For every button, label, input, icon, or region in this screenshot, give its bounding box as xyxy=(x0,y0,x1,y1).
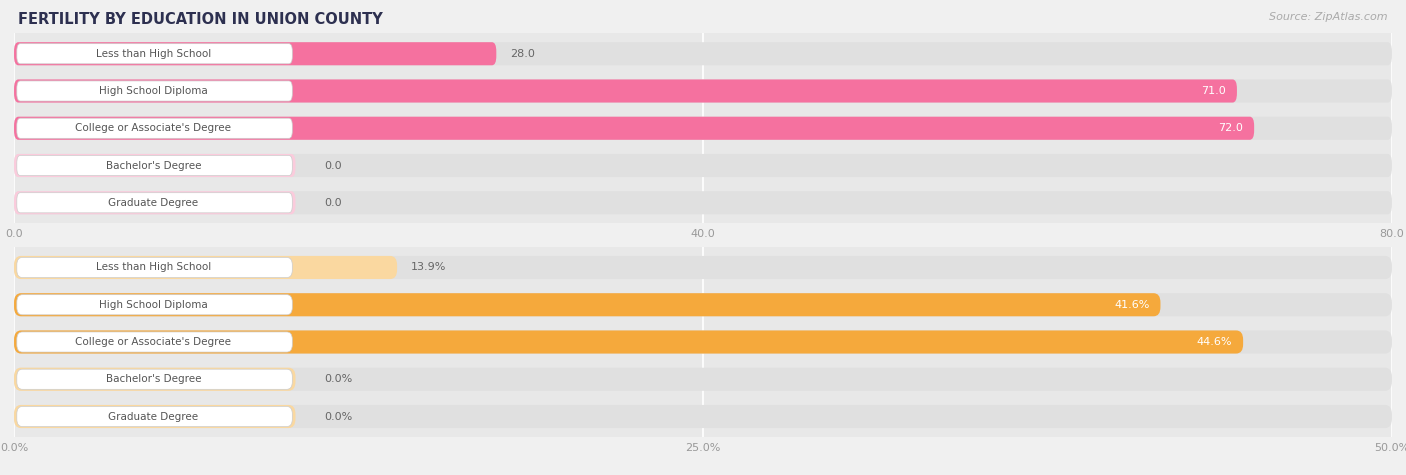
FancyBboxPatch shape xyxy=(14,117,1392,140)
Text: Bachelor's Degree: Bachelor's Degree xyxy=(105,161,201,171)
Text: College or Associate's Degree: College or Associate's Degree xyxy=(76,337,232,347)
FancyBboxPatch shape xyxy=(14,191,295,214)
Text: FERTILITY BY EDUCATION IN UNION COUNTY: FERTILITY BY EDUCATION IN UNION COUNTY xyxy=(18,12,382,27)
Text: 72.0: 72.0 xyxy=(1218,123,1243,133)
Text: Graduate Degree: Graduate Degree xyxy=(108,411,198,421)
FancyBboxPatch shape xyxy=(14,293,1160,316)
FancyBboxPatch shape xyxy=(17,332,292,352)
Text: Source: ZipAtlas.com: Source: ZipAtlas.com xyxy=(1270,12,1388,22)
FancyBboxPatch shape xyxy=(14,79,1392,103)
FancyBboxPatch shape xyxy=(14,256,396,279)
FancyBboxPatch shape xyxy=(14,405,295,428)
FancyBboxPatch shape xyxy=(14,293,1392,316)
FancyBboxPatch shape xyxy=(14,154,1392,177)
FancyBboxPatch shape xyxy=(14,191,1392,214)
Text: 71.0: 71.0 xyxy=(1201,86,1226,96)
FancyBboxPatch shape xyxy=(17,294,292,315)
FancyBboxPatch shape xyxy=(14,117,1254,140)
FancyBboxPatch shape xyxy=(14,42,1392,65)
FancyBboxPatch shape xyxy=(14,79,1237,103)
FancyBboxPatch shape xyxy=(17,81,292,101)
Text: 0.0: 0.0 xyxy=(325,161,342,171)
Text: High School Diploma: High School Diploma xyxy=(98,300,208,310)
Text: High School Diploma: High School Diploma xyxy=(98,86,208,96)
FancyBboxPatch shape xyxy=(17,118,292,138)
Text: Bachelor's Degree: Bachelor's Degree xyxy=(105,374,201,384)
FancyBboxPatch shape xyxy=(14,256,1392,279)
FancyBboxPatch shape xyxy=(14,331,1243,353)
FancyBboxPatch shape xyxy=(14,42,496,65)
Text: Less than High School: Less than High School xyxy=(96,49,211,59)
FancyBboxPatch shape xyxy=(14,368,1392,391)
FancyBboxPatch shape xyxy=(17,369,292,389)
Text: 0.0%: 0.0% xyxy=(325,411,353,421)
Text: Graduate Degree: Graduate Degree xyxy=(108,198,198,208)
FancyBboxPatch shape xyxy=(17,155,292,176)
FancyBboxPatch shape xyxy=(14,405,1392,428)
Text: 0.0: 0.0 xyxy=(325,198,342,208)
Text: 41.6%: 41.6% xyxy=(1114,300,1150,310)
FancyBboxPatch shape xyxy=(17,407,292,427)
FancyBboxPatch shape xyxy=(17,44,292,64)
Text: College or Associate's Degree: College or Associate's Degree xyxy=(76,123,232,133)
FancyBboxPatch shape xyxy=(17,193,292,213)
Text: 28.0: 28.0 xyxy=(510,49,534,59)
FancyBboxPatch shape xyxy=(17,257,292,277)
Text: Less than High School: Less than High School xyxy=(96,263,211,273)
Text: 13.9%: 13.9% xyxy=(411,263,446,273)
Text: 44.6%: 44.6% xyxy=(1197,337,1232,347)
Text: 0.0%: 0.0% xyxy=(325,374,353,384)
FancyBboxPatch shape xyxy=(14,368,295,391)
FancyBboxPatch shape xyxy=(14,154,295,177)
FancyBboxPatch shape xyxy=(14,331,1392,353)
